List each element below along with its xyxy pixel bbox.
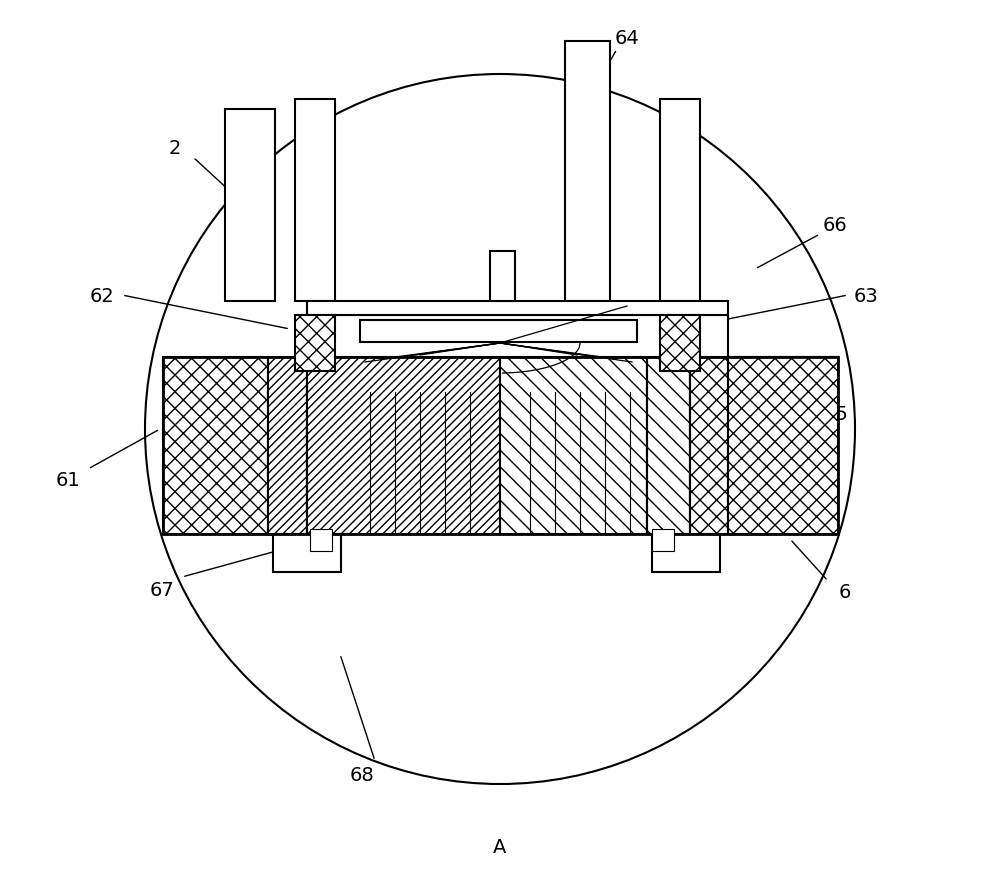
Bar — [163, 358, 268, 535]
Text: 64: 64 — [615, 29, 639, 47]
Text: 63: 63 — [854, 286, 878, 305]
Text: A: A — [493, 838, 507, 856]
Bar — [273, 535, 341, 572]
Bar — [307, 301, 728, 316]
Bar — [660, 316, 700, 372]
Text: 66: 66 — [823, 215, 847, 234]
Bar — [565, 42, 610, 301]
Bar — [307, 316, 728, 358]
Bar — [500, 358, 647, 535]
Bar — [225, 110, 275, 301]
Bar — [728, 358, 838, 535]
Bar — [652, 535, 720, 572]
Text: 61: 61 — [56, 470, 80, 489]
Bar — [690, 358, 838, 535]
Bar — [295, 316, 335, 372]
Bar — [163, 358, 838, 535]
Text: 2: 2 — [169, 139, 181, 157]
Bar — [360, 321, 637, 342]
Text: 62: 62 — [90, 286, 114, 305]
Text: 67: 67 — [150, 580, 174, 599]
Bar — [652, 529, 674, 552]
Bar — [295, 100, 335, 301]
Bar — [268, 358, 307, 535]
Bar — [307, 358, 500, 535]
Bar — [660, 100, 700, 301]
Text: 68: 68 — [350, 765, 374, 785]
Bar — [310, 529, 332, 552]
Bar — [647, 358, 690, 535]
Text: 6: 6 — [839, 582, 851, 601]
Text: 65: 65 — [824, 405, 848, 424]
Bar — [490, 252, 515, 301]
